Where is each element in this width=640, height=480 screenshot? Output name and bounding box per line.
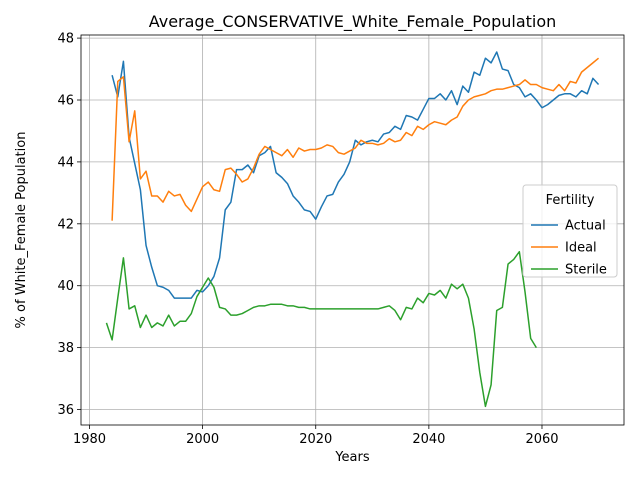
- series-line-actual: [111, 51, 600, 299]
- y-axis-title: % of White_Female Population: [14, 132, 29, 329]
- y-tick-label: 38: [57, 341, 74, 356]
- legend-label-ideal: Ideal: [565, 241, 597, 256]
- plot-frame: [80, 34, 625, 426]
- series-line-sterile: [105, 250, 537, 408]
- series-line-ideal: [111, 57, 600, 221]
- axis-ticks: 1980 2000 2020 2040 2060 36 38 40 42 44 46 48: [57, 32, 558, 447]
- y-tick-label: 36: [57, 403, 74, 418]
- x-tick-label: 2060: [525, 432, 558, 447]
- x-tick-label: 1980: [73, 432, 106, 447]
- x-tick-label: 2000: [186, 432, 219, 447]
- x-tick-label: 2040: [412, 432, 445, 447]
- chart-title: Average_CONSERVATIVE_White_Female_Popula…: [149, 12, 557, 32]
- x-axis-title: Years: [334, 450, 370, 465]
- legend-label-actual: Actual: [565, 219, 606, 234]
- y-tick-label: 44: [57, 155, 74, 170]
- y-tick-label: 46: [57, 94, 74, 109]
- legend-items: Actual Ideal Sterile: [531, 219, 607, 278]
- legend: Fertility Actual Ideal Sterile: [522, 184, 618, 278]
- legend-title: Fertility: [546, 193, 595, 208]
- y-tick-label: 40: [57, 279, 74, 294]
- series-lines: [105, 51, 600, 408]
- x-tick-label: 2020: [299, 432, 332, 447]
- legend-label-sterile: Sterile: [565, 263, 607, 278]
- y-tick-label: 48: [57, 32, 74, 47]
- legend-box: [522, 184, 618, 278]
- y-tick-label: 42: [57, 217, 74, 232]
